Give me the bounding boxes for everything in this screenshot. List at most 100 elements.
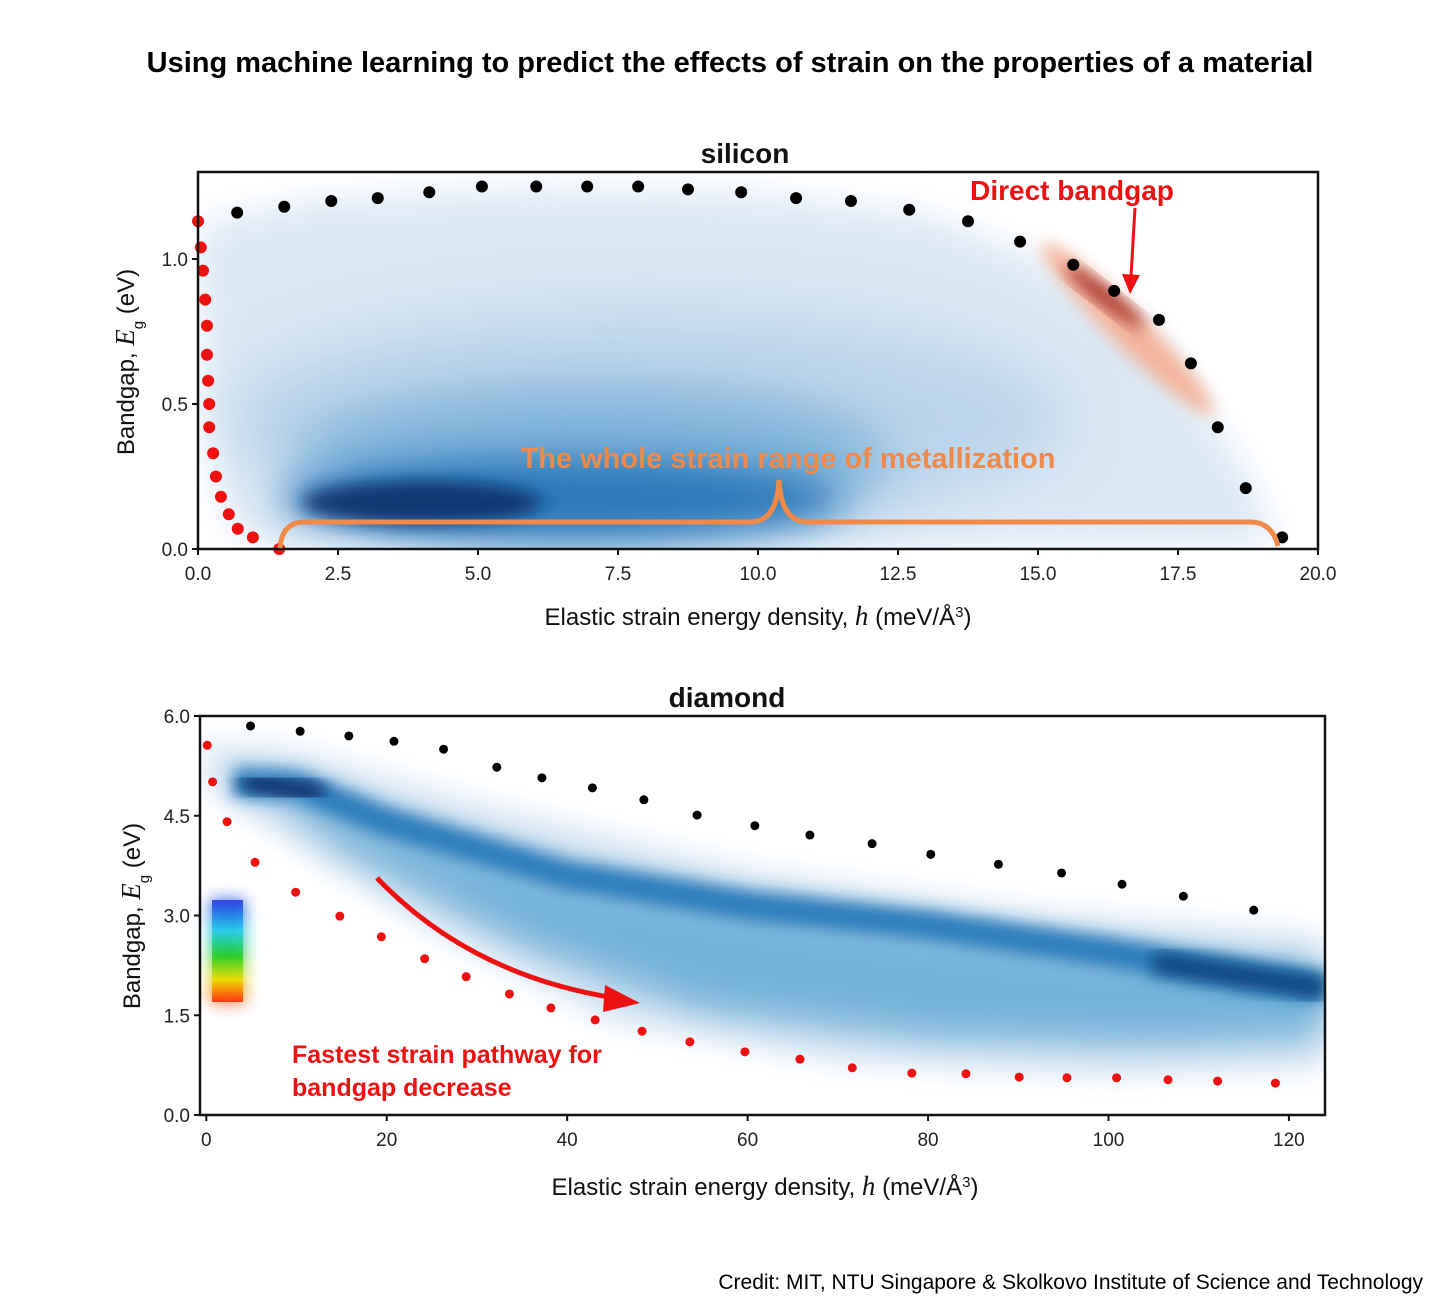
diamond-density-heatmap xyxy=(206,749,1325,1069)
lower-bound-point xyxy=(291,887,301,897)
x-tick-label: 5.0 xyxy=(465,564,491,585)
direct-bandgap-arrow xyxy=(1122,207,1140,294)
upper-bound-point xyxy=(439,744,449,754)
upper-bound-point xyxy=(1067,258,1080,271)
upper-bound-point xyxy=(344,731,354,741)
pathway-annotation-line2: bandgap decrease xyxy=(292,1074,512,1102)
density-peak xyxy=(241,772,325,803)
diamond-markers xyxy=(202,721,1280,1088)
x-tick-label: 20 xyxy=(376,1130,397,1151)
lower-bound-point xyxy=(1270,1078,1280,1088)
lower-bound-point xyxy=(740,1047,750,1057)
metallization-brace xyxy=(277,479,1281,549)
upper-bound-point xyxy=(537,773,547,783)
lower-bound-point xyxy=(200,319,213,332)
upper-bound-point xyxy=(295,726,305,736)
colorbar xyxy=(212,900,243,1002)
lower-bound-point xyxy=(461,972,471,982)
upper-bound-point xyxy=(1117,879,1127,889)
upper-bound-point xyxy=(962,215,974,228)
lower-bound-point xyxy=(1062,1073,1072,1083)
lower-bound-point xyxy=(200,348,213,361)
x-tick-label: 100 xyxy=(1093,1130,1125,1151)
upper-bound-point xyxy=(993,859,1003,869)
upper-bound-point xyxy=(389,736,399,746)
upper-bound-point xyxy=(1184,357,1197,370)
upper-bound-point xyxy=(423,186,436,199)
x-tick-label: 120 xyxy=(1273,1130,1305,1151)
lower-bound-point xyxy=(202,374,215,387)
upper-bound-point xyxy=(581,180,594,193)
upper-bound-point xyxy=(1108,284,1121,297)
silicon-chart: 0.0 2.5 5.0 7.5 10.0 12.5 15.0 17.5 20.0 0.0 0.5 1.… xyxy=(110,138,1336,631)
y-tick-label: 0.0 xyxy=(164,1106,190,1127)
upper-bound-point xyxy=(475,180,488,193)
upper-bound-point xyxy=(682,183,694,196)
upper-bound-point xyxy=(1014,235,1027,248)
y-tick-label: 6.0 xyxy=(164,707,190,728)
lower-bound-point xyxy=(1213,1076,1223,1086)
lower-bound-point xyxy=(637,1026,647,1036)
y-tick-label: 1.5 xyxy=(164,1006,190,1027)
lower-bound-point xyxy=(194,241,207,254)
y-tick-label: 3.0 xyxy=(164,907,190,928)
silicon-markers xyxy=(192,180,1289,555)
lower-bound-point xyxy=(222,817,232,827)
lower-bound-point xyxy=(546,1003,556,1013)
upper-bound-point xyxy=(735,186,748,199)
upper-bound-point xyxy=(325,195,338,207)
lower-bound-point xyxy=(335,911,345,921)
lower-bound-point xyxy=(231,522,244,535)
upper-bound-point xyxy=(371,192,384,205)
upper-bound-point xyxy=(639,795,649,805)
lower-bound-point xyxy=(207,447,220,460)
lower-bound-point xyxy=(420,954,430,964)
x-tick-label: 80 xyxy=(917,1130,938,1151)
lower-bound-point xyxy=(250,857,260,867)
upper-bound-point xyxy=(750,821,760,831)
upper-bound-point xyxy=(231,206,244,219)
lower-bound-point xyxy=(685,1037,695,1047)
upper-bound-point xyxy=(844,195,857,207)
upper-bound-point xyxy=(530,180,543,193)
pathway-annotation-line1: Fastest strain pathway for xyxy=(292,1041,602,1069)
upper-bound-point xyxy=(632,180,645,193)
diamond-x-axis-label: Elastic strain energy density, h (meV/Å3… xyxy=(552,1171,979,1201)
silicon-density-heatmap xyxy=(198,189,1279,549)
silicon-x-axis-label: Elastic strain energy density, h (meV/Å3… xyxy=(545,601,972,631)
metallization-annotation: The whole strain range of metallization xyxy=(521,443,1056,475)
upper-bound-point xyxy=(1276,531,1289,544)
lower-bound-point xyxy=(1163,1075,1173,1085)
lower-bound-point xyxy=(907,1068,917,1078)
upper-bound-point xyxy=(926,849,936,859)
x-tick-label: 0.0 xyxy=(185,564,211,585)
upper-bound-point xyxy=(278,200,291,213)
x-tick-label: 40 xyxy=(557,1130,578,1151)
x-tick-label: 15.0 xyxy=(1020,564,1057,585)
lower-bound-point xyxy=(197,264,210,277)
lower-bound-point xyxy=(222,508,235,521)
upper-bound-point xyxy=(903,203,916,216)
lower-bound-point xyxy=(1014,1072,1024,1082)
x-tick-label: 2.5 xyxy=(325,564,351,585)
y-tick-label: 4.5 xyxy=(164,807,190,828)
upper-bound-point xyxy=(1152,313,1165,326)
lower-bound-point xyxy=(504,989,514,999)
silicon-ticks: 0.0 2.5 5.0 7.5 10.0 12.5 15.0 17.5 20.0 0.0 0.5 1.… xyxy=(162,250,1337,585)
x-tick-label: 20.0 xyxy=(1300,564,1337,585)
upper-bound-point xyxy=(246,721,256,731)
y-tick-label: 0.5 xyxy=(162,395,188,416)
lower-bound-point xyxy=(795,1054,805,1064)
x-tick-label: 0 xyxy=(201,1130,212,1151)
silicon-y-axis-label: Bandgap, Eg (eV) xyxy=(110,269,147,455)
lower-bound-point xyxy=(203,421,216,434)
diamond-title: diamond xyxy=(669,682,786,713)
credit: Credit: MIT, NTU Singapore & Skolkovo In… xyxy=(718,1271,1423,1294)
lower-bound-point xyxy=(961,1069,971,1079)
upper-bound-point xyxy=(692,810,702,820)
silicon-title: silicon xyxy=(701,138,790,169)
density-peak xyxy=(302,480,542,525)
lower-bound-point xyxy=(202,740,212,750)
diamond-y-axis-label: Bandgap, Eg (eV) xyxy=(116,823,153,1009)
